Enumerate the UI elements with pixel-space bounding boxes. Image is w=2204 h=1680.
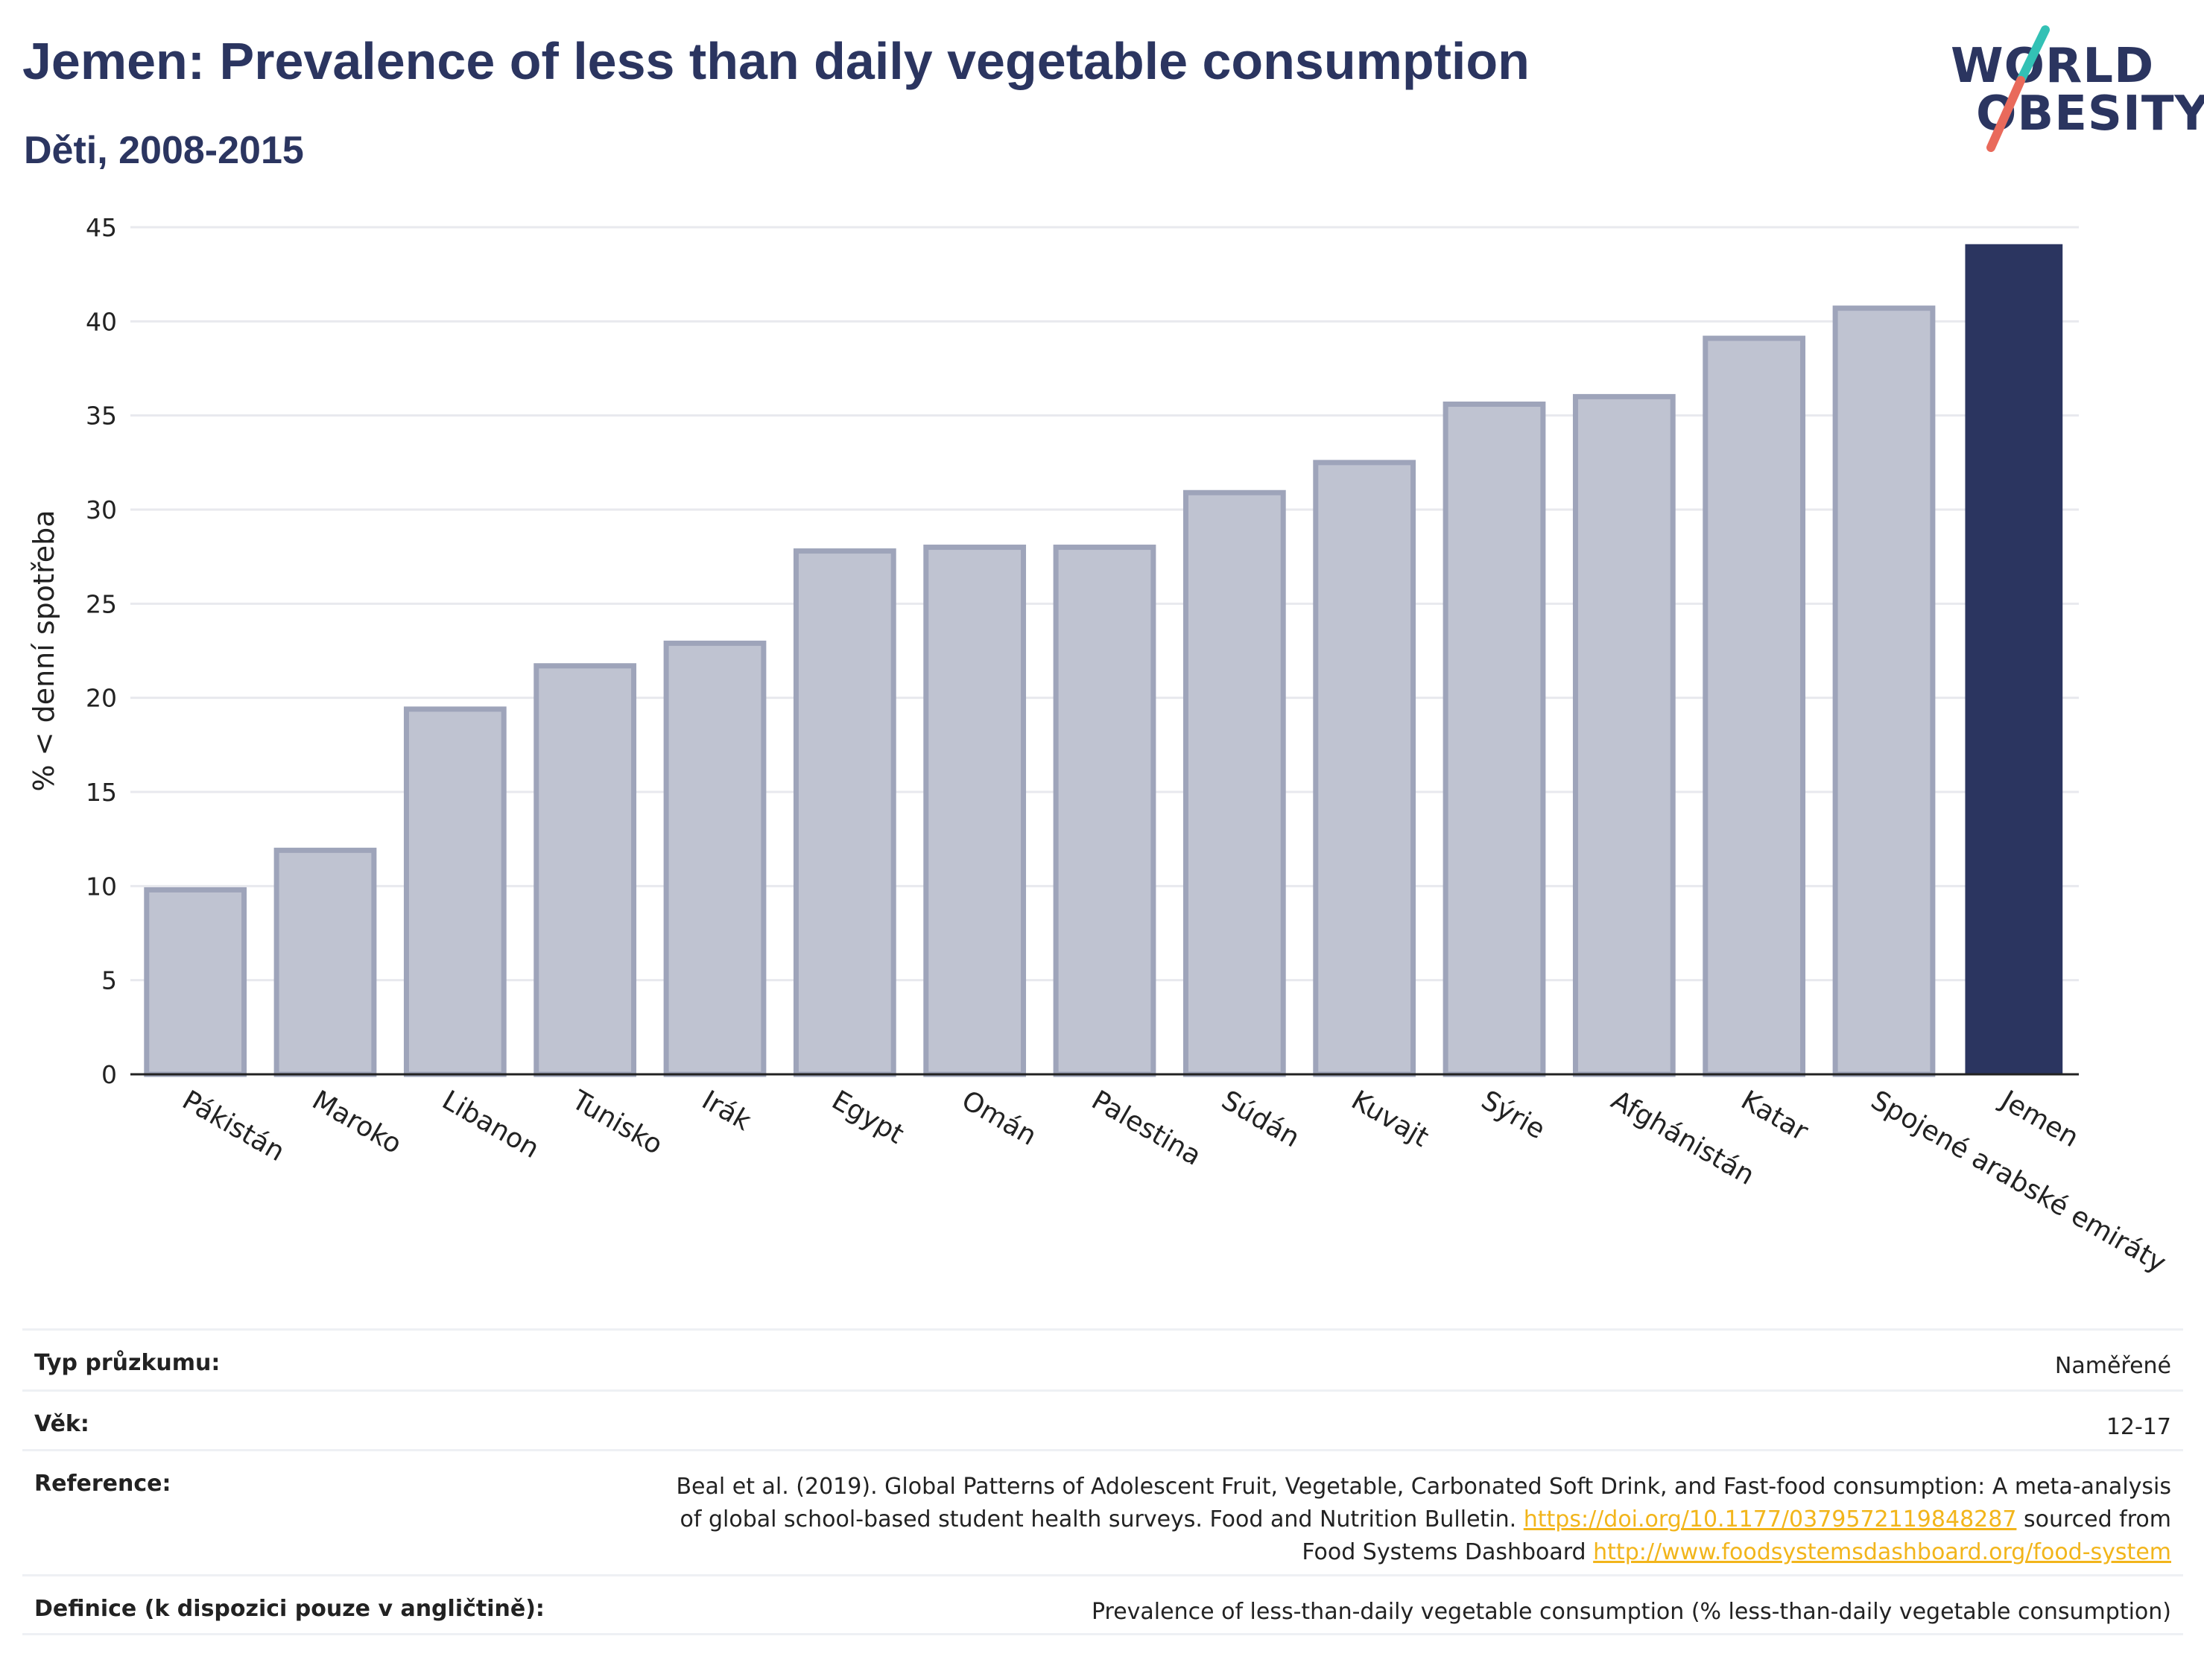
y-axis-title: % < denní spotřeba <box>28 510 60 791</box>
x-axis-labels: Pákistán Maroko Libanon Tunisko Irák Egypt Omá… <box>177 1084 2171 1278</box>
bar-kuvajt <box>1313 460 1416 1077</box>
y-tick-label: 20 <box>86 684 117 713</box>
reference-text-3: sourced from <box>2023 1506 2171 1532</box>
bar-jemen <box>1965 244 2063 1074</box>
x-tick-label: Maroko <box>307 1085 407 1160</box>
x-tick-label: Kuvajt <box>1346 1085 1434 1153</box>
bar-libanon <box>403 706 507 1077</box>
bar-palestina <box>1053 545 1156 1077</box>
bar-chart: 0 5 10 15 20 25 30 35 40 45 Pákistán Maroko Libanon… <box>28 213 2171 1279</box>
y-tick-label: 15 <box>86 778 117 807</box>
y-tick-label: 5 <box>101 966 117 995</box>
y-axis-ticks: 0 5 10 15 20 25 30 35 40 45 <box>86 213 117 1089</box>
x-tick-label: Tunisko <box>566 1085 668 1161</box>
survey-type-value: Naměřené <box>2054 1353 2171 1379</box>
survey-type-label: Typ průzkumu: <box>34 1350 221 1376</box>
bar-pákistán <box>144 887 247 1077</box>
y-tick-label: 45 <box>86 213 117 242</box>
page-title: Jemen: Prevalence of less than daily veg… <box>22 32 1530 90</box>
bar-afghánistán <box>1572 393 1676 1077</box>
y-tick-label: 25 <box>86 589 117 618</box>
x-tick-label: Sýrie <box>1476 1085 1550 1145</box>
definition-label: Definice (k dispozici pouze v angličtině… <box>34 1596 545 1622</box>
x-tick-label: Afghánistán <box>1606 1085 1759 1191</box>
y-tick-label: 10 <box>86 872 117 901</box>
bars <box>144 244 2063 1077</box>
x-tick-label: Jemen <box>1995 1084 2084 1153</box>
x-tick-label: Omán <box>957 1085 1042 1152</box>
page-subtitle: Děti, 2008-2015 <box>24 129 304 172</box>
info-table: Typ průzkumu: Naměřené Věk: 12-17 Refere… <box>22 1328 2183 1635</box>
y-tick-label: 30 <box>86 495 117 524</box>
food-systems-link[interactable]: http://www.foodsystemsdashboard.org/food… <box>1593 1539 2171 1565</box>
bar-irák <box>663 640 767 1077</box>
reference-label: Reference: <box>34 1471 171 1497</box>
bar-súdán <box>1182 489 1286 1077</box>
bar-maroko <box>273 847 377 1077</box>
world-obesity-logo: WORLD OBESITY <box>1937 22 2204 164</box>
logo-text-world: WORLD <box>1951 39 2155 94</box>
x-tick-label: Súdán <box>1216 1085 1305 1153</box>
x-tick-label: Irák <box>697 1085 756 1137</box>
y-tick-label: 0 <box>101 1060 117 1089</box>
y-tick-label: 35 <box>86 402 117 431</box>
reference-text-4: Food Systems Dashboard <box>1302 1539 1586 1565</box>
x-tick-label: Palestina <box>1086 1085 1206 1172</box>
info-row-definition: Definice (k dispozici pouze v angličtině… <box>22 1574 2183 1635</box>
age-label: Věk: <box>34 1411 89 1437</box>
bar-spojené-arabské-emiráty <box>1832 305 1936 1077</box>
definition-value: Prevalence of less-than-daily vegetable … <box>1091 1599 2171 1625</box>
x-tick-label: Libanon <box>437 1085 544 1164</box>
bar-katar <box>1703 335 1806 1077</box>
reference-text-2: of global school-based student health su… <box>680 1506 1517 1532</box>
bar-tunisko <box>533 663 637 1077</box>
reference-value: Beal et al. (2019). Global Patterns of A… <box>676 1471 2171 1574</box>
x-tick-label: Katar <box>1736 1085 1814 1147</box>
info-row-age: Věk: 12-17 <box>22 1389 2183 1449</box>
info-row-survey-type: Typ průzkumu: Naměřené <box>22 1328 2183 1389</box>
bar-egypt <box>793 548 896 1077</box>
x-tick-label: Pákistán <box>177 1085 290 1167</box>
x-tick-label: Egypt <box>826 1085 908 1150</box>
age-value: 12-17 <box>2106 1414 2171 1440</box>
logo-slash-icon <box>1986 25 2050 152</box>
bar-sýrie <box>1443 402 1546 1077</box>
y-tick-label: 40 <box>86 307 117 336</box>
info-row-reference: Reference: Beal et al. (2019). Global Pa… <box>22 1449 2183 1574</box>
bar-omán <box>923 545 1027 1077</box>
reference-text-1: Beal et al. (2019). Global Patterns of A… <box>676 1474 2171 1500</box>
doi-link[interactable]: https://doi.org/10.1177/0379572119848287 <box>1523 1506 2017 1532</box>
